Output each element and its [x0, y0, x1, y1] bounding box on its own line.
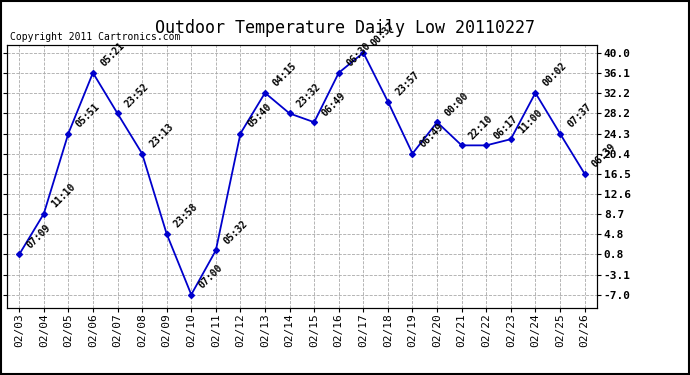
Text: 07:09: 07:09	[25, 222, 52, 251]
Text: 06:49: 06:49	[418, 122, 446, 149]
Text: 23:52: 23:52	[123, 81, 151, 109]
Text: 05:51: 05:51	[74, 102, 101, 129]
Text: 05:32: 05:32	[221, 218, 249, 246]
Text: 22:10: 22:10	[467, 113, 495, 141]
Text: 00:37: 00:37	[369, 21, 397, 48]
Text: 07:00: 07:00	[197, 262, 225, 291]
Text: 06:17: 06:17	[492, 113, 520, 141]
Text: 23:58: 23:58	[172, 202, 200, 230]
Text: 05:21: 05:21	[99, 41, 126, 69]
Text: 06:49: 06:49	[319, 90, 348, 118]
Text: 06:30: 06:30	[344, 41, 372, 69]
Text: Copyright 2011 Cartronics.com: Copyright 2011 Cartronics.com	[10, 32, 180, 42]
Text: 23:32: 23:32	[295, 81, 323, 109]
Text: 04:15: 04:15	[270, 61, 298, 89]
Text: 00:00: 00:00	[442, 90, 471, 118]
Text: 23:13: 23:13	[148, 122, 175, 149]
Text: 07:37: 07:37	[566, 102, 593, 129]
Text: 11:00: 11:00	[516, 107, 544, 135]
Text: Outdoor Temperature Daily Low 20110227: Outdoor Temperature Daily Low 20110227	[155, 19, 535, 37]
Text: 11:10: 11:10	[49, 182, 77, 210]
Text: 00:02: 00:02	[541, 61, 569, 89]
Text: 05:40: 05:40	[246, 102, 274, 129]
Text: 06:39: 06:39	[590, 142, 618, 170]
Text: 23:57: 23:57	[393, 70, 422, 98]
